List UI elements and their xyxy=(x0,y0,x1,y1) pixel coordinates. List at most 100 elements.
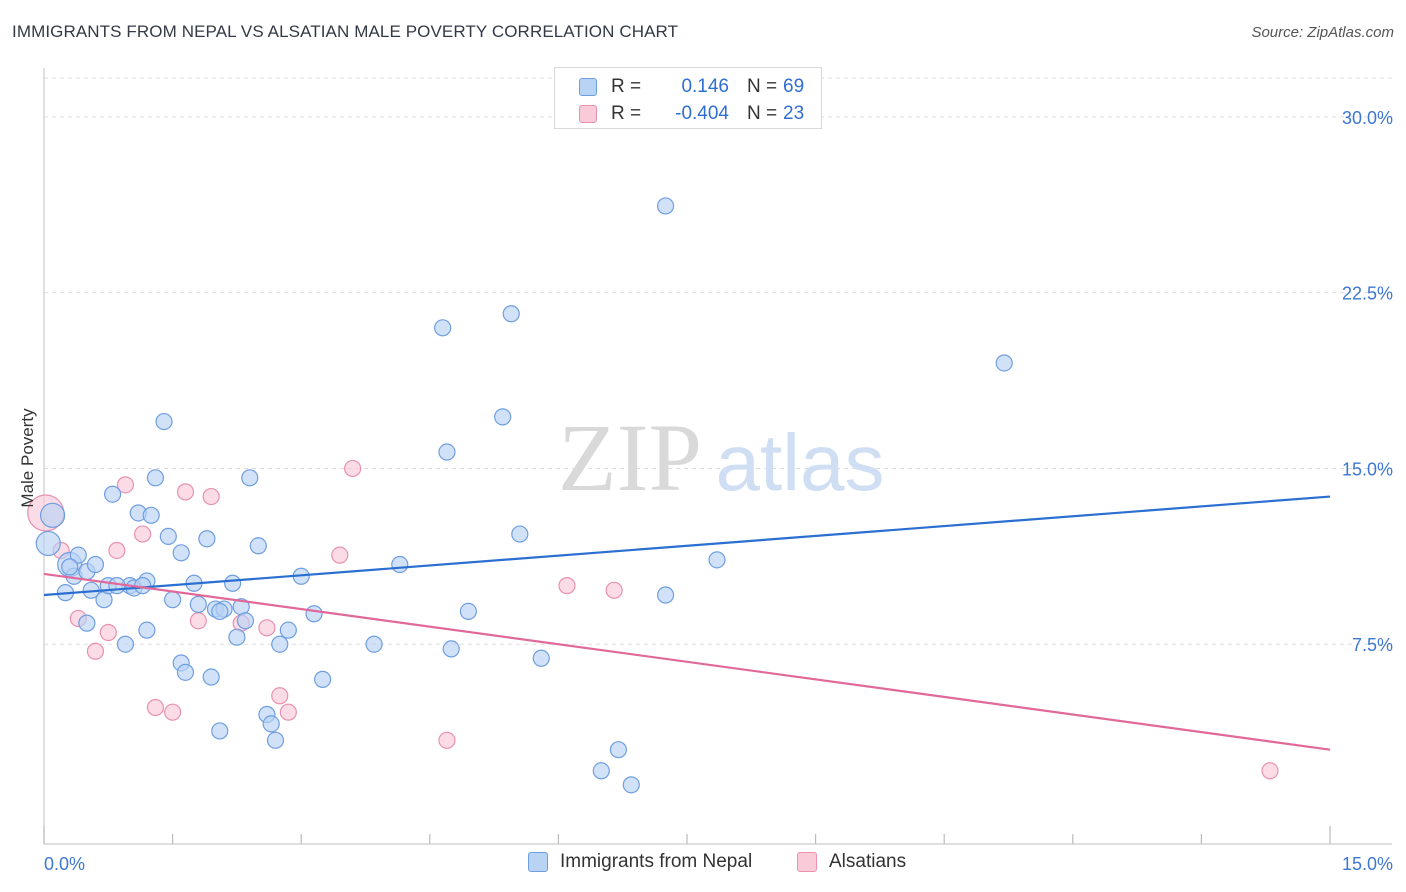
nepal-point xyxy=(103,485,122,503)
alsatian-point xyxy=(133,525,152,543)
legend-label-alsatians: Alsatians xyxy=(829,851,907,872)
nepal-point xyxy=(365,635,383,653)
n-value: 69 xyxy=(783,76,805,97)
alsatian-point xyxy=(99,623,117,642)
n-label: N = xyxy=(747,76,778,97)
legend-label-nepal: Immigrants from Nepal xyxy=(560,851,753,872)
nepal-point xyxy=(532,649,550,667)
axes xyxy=(43,68,1392,845)
nepal-point xyxy=(266,731,285,749)
blue-swatch-icon xyxy=(579,78,597,96)
alsatian-point xyxy=(108,541,126,560)
nepal-point xyxy=(202,668,220,686)
y-tick-label: 15.0% xyxy=(1342,459,1393,479)
legend-row-alsatians: R = -0.404 N = 23 xyxy=(579,101,804,127)
alsatian-point xyxy=(258,619,276,637)
nepal-point xyxy=(138,621,156,639)
nepal-point xyxy=(995,354,1013,372)
y-tick-label: 7.5% xyxy=(1352,635,1393,655)
n-value: 23 xyxy=(783,103,805,124)
chart-title: IMMIGRANTS FROM NEPAL VS ALSATIAN MALE P… xyxy=(12,22,679,41)
alsatian-point xyxy=(116,476,135,494)
r-label: R = xyxy=(611,103,642,124)
nepal-point xyxy=(189,595,207,613)
nepal-point xyxy=(609,741,628,759)
nepal-point xyxy=(305,605,323,623)
alsatian-point xyxy=(605,581,623,599)
nepal-point xyxy=(442,640,460,658)
nepal-point xyxy=(656,586,675,604)
legend-item-nepal[interactable]: Immigrants from Nepal xyxy=(528,851,752,873)
nepal-point xyxy=(198,530,216,548)
alsatian-trendline xyxy=(43,572,1331,751)
y-axis-label: Male Poverty xyxy=(18,408,37,508)
correlation-legend: R = 0.146 N = 69 R = -0.404 N = 23 xyxy=(554,67,822,129)
nepal-point xyxy=(224,574,242,592)
alsatian-point xyxy=(86,642,105,660)
nepal-point xyxy=(69,546,87,564)
alsatian-point xyxy=(271,687,289,705)
nepal-point xyxy=(262,715,280,733)
legend-row-nepal: R = 0.146 N = 69 xyxy=(579,74,804,100)
nepal-trendline xyxy=(43,495,1331,597)
watermark-atlas: atlas xyxy=(716,418,885,507)
alsatian-point xyxy=(279,703,297,721)
alsatian-point xyxy=(146,698,165,717)
nepal-point xyxy=(314,670,332,688)
nepal-point xyxy=(228,628,246,646)
alsatian-point xyxy=(331,546,349,564)
nepal-point xyxy=(142,506,160,524)
y-tick-label: 30.0% xyxy=(1342,108,1393,128)
nepal-point xyxy=(176,663,195,681)
nepal-point xyxy=(459,602,477,621)
alsatian-point xyxy=(202,487,220,506)
r-value: 0.146 xyxy=(681,76,729,97)
nepal-point xyxy=(116,635,135,653)
nepal-point xyxy=(35,530,61,557)
trendlines xyxy=(43,495,1331,751)
n-label: N = xyxy=(747,103,778,124)
nepal-point xyxy=(434,319,452,337)
legend-item-alsatians[interactable]: Alsatians xyxy=(797,851,906,873)
alsatian-point xyxy=(344,459,362,478)
y-tick-label: 22.5% xyxy=(1342,284,1393,304)
nepal-point xyxy=(249,537,267,555)
nepal-point xyxy=(164,591,182,609)
nepal-point xyxy=(61,558,79,576)
x-tick-label: 15.0% xyxy=(1342,854,1393,874)
nepal-point xyxy=(211,722,229,740)
pink-swatch-icon xyxy=(797,852,817,872)
nepal-point xyxy=(211,602,229,621)
nepal-point xyxy=(155,412,173,431)
nepal-point xyxy=(494,408,512,426)
series-legend: Immigrants from Nepal Alsatians xyxy=(0,851,1406,877)
nepal-point xyxy=(39,502,66,528)
r-value: -0.404 xyxy=(675,103,729,124)
nepal-point xyxy=(146,469,165,487)
watermark-zip: ZIP xyxy=(558,404,702,511)
blue-swatch-icon xyxy=(528,852,548,872)
nepal-points xyxy=(35,197,1013,794)
alsatian-point xyxy=(164,703,182,721)
alsatian-point xyxy=(176,483,195,501)
alsatian-point xyxy=(438,731,456,749)
x-tick-label: 0.0% xyxy=(44,854,85,874)
nepal-point xyxy=(502,305,520,323)
nepal-point xyxy=(159,527,177,546)
alsatian-point xyxy=(189,612,207,630)
nepal-point xyxy=(391,555,409,574)
tick-labels: 7.5% 15.0% 22.5% 30.0% 0.0% 15.0% xyxy=(44,108,1393,874)
r-label: R = xyxy=(611,76,642,97)
pink-swatch-icon xyxy=(579,105,597,123)
nepal-point xyxy=(271,635,289,653)
nepal-point xyxy=(172,544,190,562)
source-label: Source: ZipAtlas.com xyxy=(1251,24,1394,41)
nepal-point xyxy=(438,443,456,461)
alsatian-point xyxy=(558,577,576,595)
nepal-point xyxy=(78,614,96,632)
nepal-point xyxy=(622,776,640,794)
nepal-point xyxy=(86,555,105,574)
alsatian-point xyxy=(1261,762,1279,780)
nepal-point xyxy=(592,762,610,780)
